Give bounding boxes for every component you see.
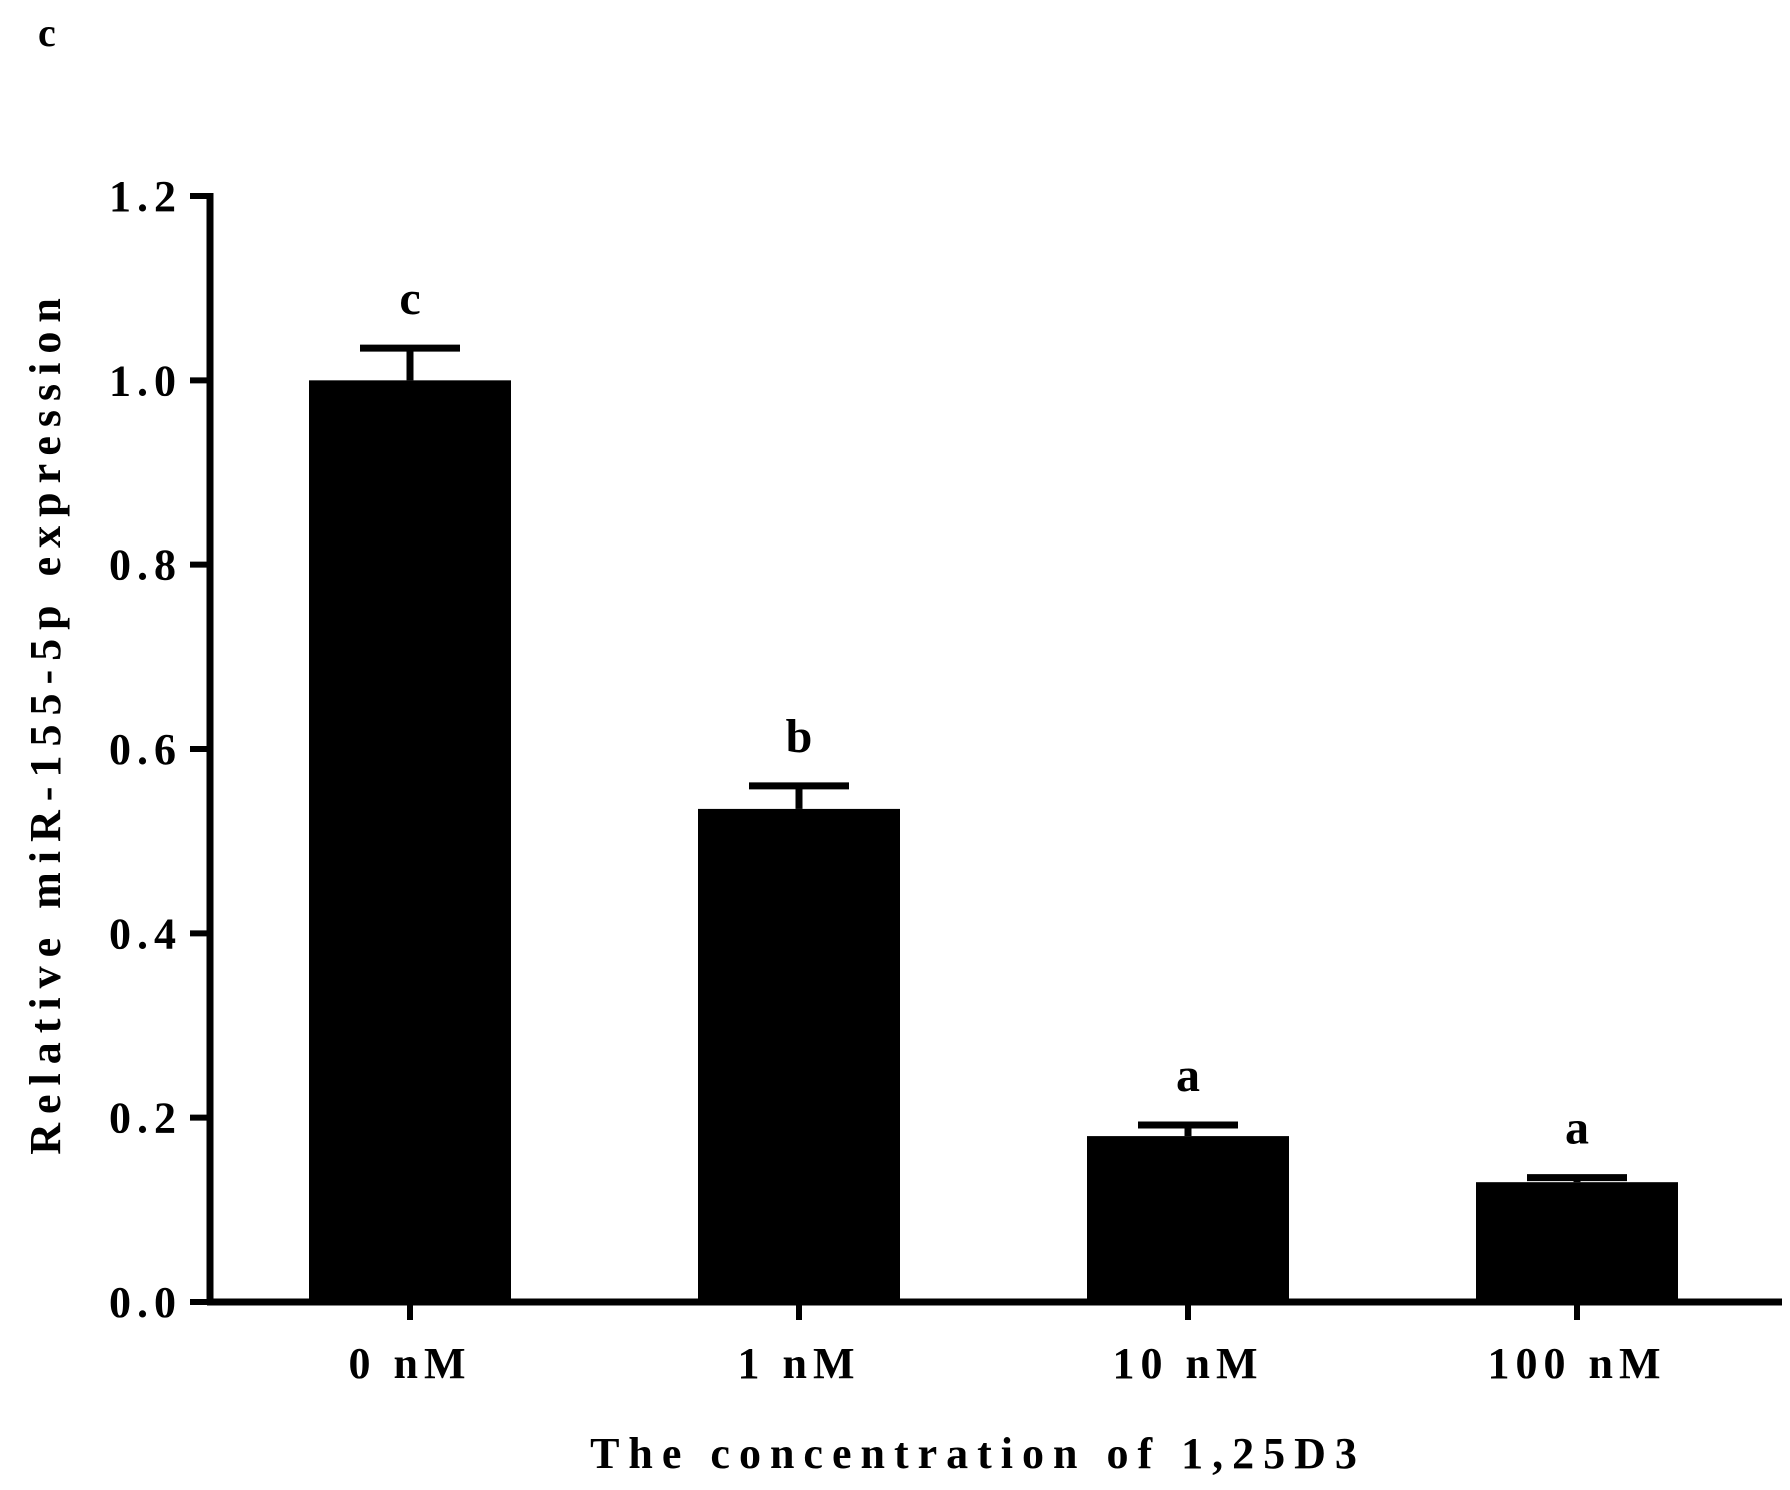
panel-label: c bbox=[38, 10, 56, 55]
x-tick-label: 1 nM bbox=[738, 1339, 861, 1388]
x-tick-label: 10 nM bbox=[1113, 1339, 1264, 1388]
bar bbox=[698, 808, 900, 1302]
x-axis-title: The concentration of 1,25D3 bbox=[590, 1429, 1366, 1478]
bar bbox=[309, 380, 511, 1302]
y-tick-label: 0.0 bbox=[109, 1278, 182, 1327]
x-tick-label: 0 nM bbox=[349, 1339, 472, 1388]
y-axis-title: Relative miR-155-5p expression bbox=[21, 289, 70, 1155]
y-tick-label: 1.0 bbox=[109, 356, 182, 405]
y-tick-label: 0.2 bbox=[109, 1094, 182, 1143]
plot-area: c 0 nM b 1 nM a 10 nM a 100 nM 0.0 0.2 0.4 0.6 0.8 1.… bbox=[109, 172, 1782, 1388]
y-tick-label: 0.6 bbox=[109, 725, 182, 774]
significance-label: c bbox=[399, 272, 420, 325]
y-tick-label: 0.4 bbox=[109, 909, 182, 958]
x-tick-label: 100 nM bbox=[1488, 1339, 1667, 1388]
bar bbox=[1087, 1136, 1289, 1302]
significance-label: a bbox=[1565, 1102, 1589, 1155]
significance-label: a bbox=[1176, 1049, 1200, 1102]
y-tick-label: 1.2 bbox=[109, 172, 182, 221]
y-tick-label: 0.8 bbox=[109, 541, 182, 590]
bar bbox=[1476, 1182, 1678, 1302]
significance-label: b bbox=[786, 710, 813, 763]
